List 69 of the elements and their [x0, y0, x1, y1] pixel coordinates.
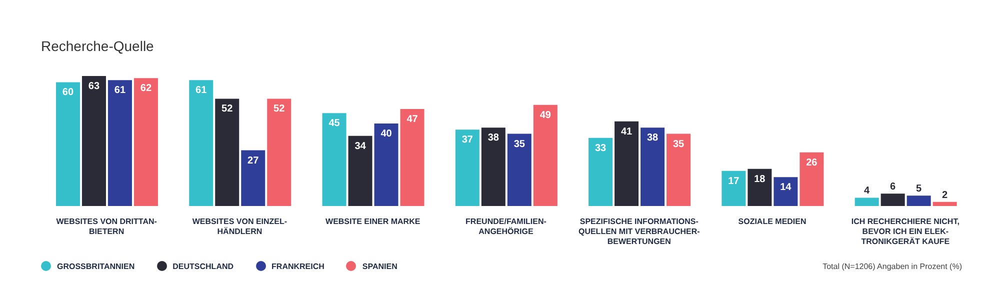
bar: [854, 198, 879, 206]
data-label: 17: [728, 176, 740, 187]
data-label: 35: [514, 138, 526, 150]
chart-title: Recherche-Quelle: [40, 37, 155, 56]
bar: [722, 170, 746, 206]
bar: [267, 98, 292, 206]
bar: [640, 128, 665, 206]
data-label: 60: [62, 87, 74, 98]
bar: [348, 136, 372, 206]
x-tick-label: WEBSITE EINER MARKE: [326, 217, 421, 226]
bar: [400, 109, 424, 206]
bar: [108, 80, 132, 206]
data-label: 41: [620, 126, 633, 138]
data-label: 34: [354, 140, 366, 152]
data-label: 4: [864, 186, 870, 197]
bar: [932, 202, 957, 206]
bar: [82, 76, 106, 206]
bar: [507, 134, 532, 206]
x-tick-label: FREUNDE/FAMILIEN- ANGEHÖRIGE: [466, 217, 547, 236]
data-label: 38: [646, 132, 659, 144]
x-tick-label: WEBSITES VON EINZEL- HÄNDLERN: [192, 217, 288, 236]
bar: [189, 80, 214, 206]
bar: [800, 152, 824, 206]
bar: [481, 128, 506, 206]
bar: [134, 78, 158, 206]
data-label: 63: [88, 81, 100, 92]
data-label: 14: [780, 182, 792, 194]
bar: [533, 104, 558, 206]
data-label: 52: [274, 104, 286, 115]
data-label: 47: [406, 114, 418, 126]
bar: [748, 168, 772, 206]
data-label: 40: [380, 128, 392, 140]
bar: [588, 138, 613, 206]
data-label: 61: [114, 85, 126, 96]
bar: [56, 82, 80, 206]
legend-label: FRANKREICH: [270, 261, 324, 271]
data-label: 2: [942, 190, 948, 201]
legend-label: GROSSBRITANNIEN: [56, 261, 135, 271]
x-tick-label: WEBSITES VON DRITTAN- BIETERN: [56, 217, 158, 236]
bar: [215, 98, 240, 206]
bar: [774, 177, 798, 206]
data-label: 38: [488, 132, 500, 144]
bar: [455, 130, 480, 206]
data-label: 45: [328, 118, 340, 130]
x-tick-label: SPEZIFISCHE INFORMATIONS- QUELLEN MIT VERBRAUCHER- BEWERTUNGEN: [578, 217, 700, 246]
x-tick-label: SOZIALE MEDIEN: [738, 217, 807, 226]
bar: [906, 196, 931, 206]
data-label: 52: [222, 104, 234, 115]
data-label: 5: [916, 184, 922, 195]
data-label: 62: [140, 83, 152, 94]
bar: [614, 121, 639, 206]
data-label: 18: [754, 174, 766, 185]
data-label: 27: [248, 155, 260, 166]
data-label: 33: [594, 142, 607, 154]
data-label: 61: [196, 85, 208, 96]
bar: [374, 123, 398, 206]
text: Total (N=1206) Angaben in Prozent (%): [822, 262, 962, 270]
data-label: 49: [540, 110, 552, 121]
bar: [241, 150, 266, 206]
bar: [666, 134, 691, 206]
x-tick-label: ICH RECHERCHIERE NICHT, BEVOR ICH EIN ELEK- TRONIKGERÄT KAUFE: [851, 217, 960, 246]
data-label: 35: [672, 138, 685, 150]
data-label: 6: [890, 182, 896, 193]
legend-label: SPANIEN: [361, 261, 398, 271]
data-label: 37: [462, 134, 474, 146]
legend-label: DEUTSCHLAND: [172, 261, 234, 271]
bar: [880, 194, 905, 206]
bar: [322, 113, 346, 206]
data-label: 26: [806, 157, 818, 168]
